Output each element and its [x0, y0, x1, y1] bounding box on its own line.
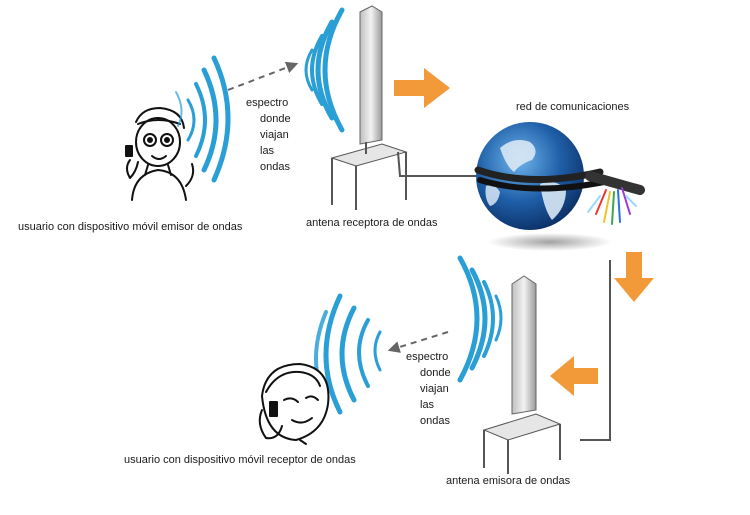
spectrum-word: ondas — [260, 161, 290, 173]
spectrum-word: las — [260, 145, 275, 157]
sender-user-label: usuario con dispositivo móvil emisor de … — [18, 221, 243, 233]
receiver-user-label: usuario con dispositivo móvil receptor d… — [124, 454, 356, 466]
spectrum-word: viajan — [260, 129, 289, 141]
spectrum-word: donde — [420, 367, 451, 379]
spectrum-word: las — [420, 399, 435, 411]
spectrum-word: espectro — [406, 351, 448, 363]
spectrum-text-top: espectro donde viajan las ondas — [246, 97, 291, 173]
person-receiving-icon — [258, 363, 330, 445]
spectrum-word: espectro — [246, 97, 288, 109]
antenna-icon — [330, 5, 408, 210]
wave-signal-icon — [304, 7, 345, 133]
spectrum-word: ondas — [420, 415, 450, 427]
arrow-down-icon — [614, 252, 654, 302]
person-sending-icon — [125, 107, 195, 201]
antenna-icon — [482, 275, 562, 474]
wave-signal-icon — [175, 55, 231, 183]
cable-line — [397, 151, 488, 177]
wave-signal-icon — [457, 255, 503, 383]
network-label: red de comunicaciones — [516, 101, 630, 113]
dashed-arrow-icon — [387, 331, 449, 353]
spectrum-word: donde — [260, 113, 291, 125]
spectrum-word: viajan — [420, 383, 449, 395]
spectrum-text-bottom: espectro donde viajan las ondas — [406, 351, 451, 427]
cable-line — [580, 260, 611, 441]
wave-signal-icon — [314, 293, 382, 415]
receiver-antenna-label: antena receptora de ondas — [306, 217, 438, 229]
arrow-left-icon — [550, 356, 598, 396]
sender-antenna-label: antena emisora de ondas — [446, 475, 571, 487]
globe-network-icon — [474, 122, 645, 251]
dashed-arrow-icon — [227, 61, 299, 91]
arrow-right-icon — [394, 68, 450, 108]
